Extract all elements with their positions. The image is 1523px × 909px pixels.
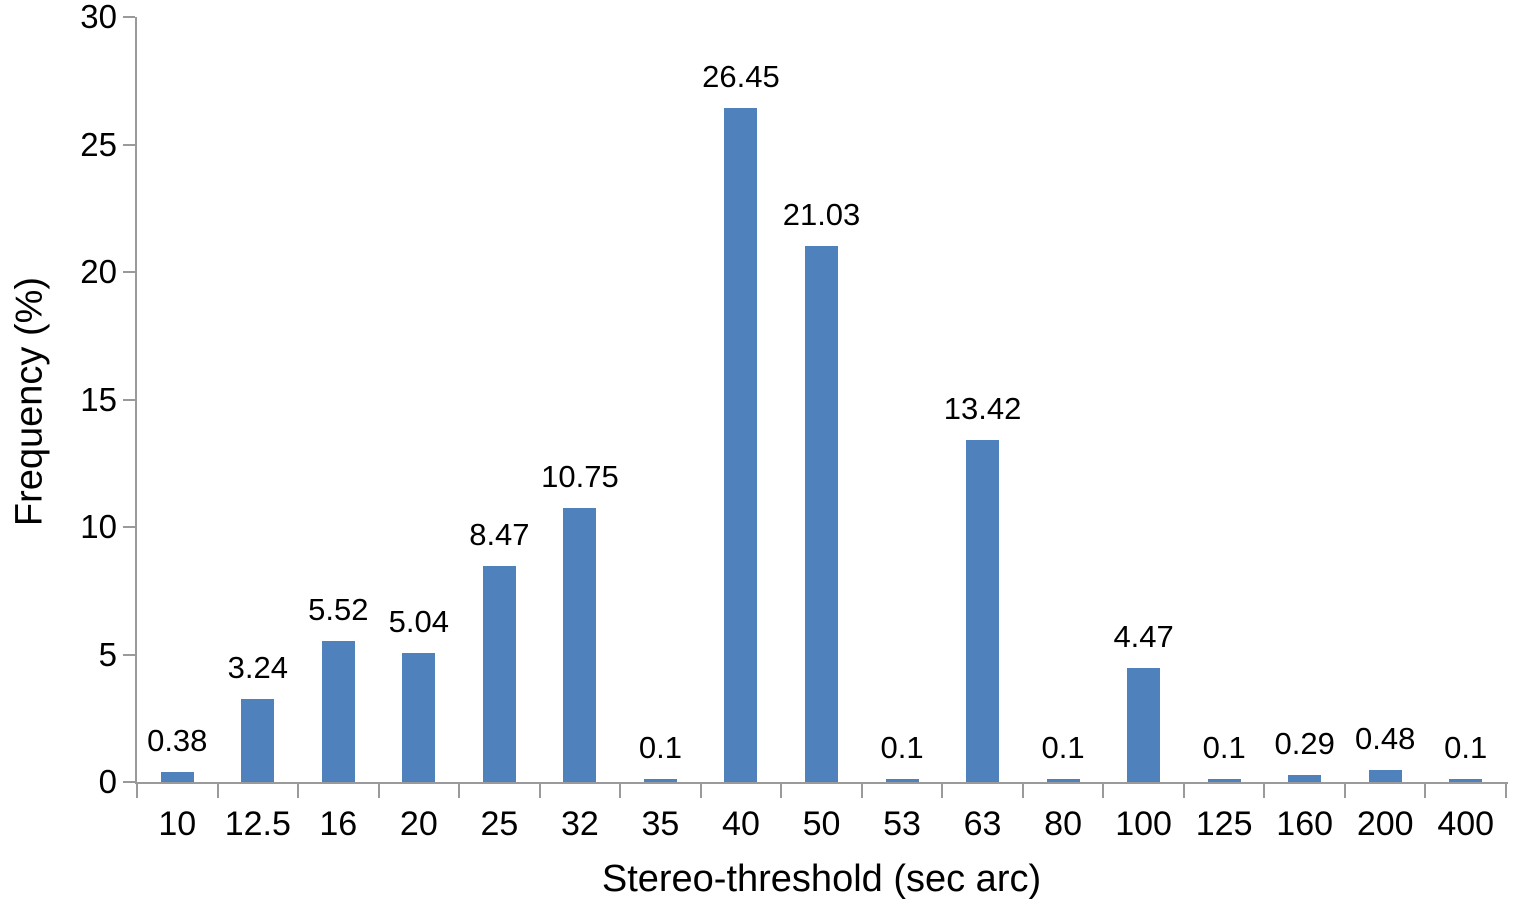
x-axis-tick-label: 80 (1044, 805, 1082, 843)
bar-value-label: 26.45 (702, 58, 780, 94)
x-axis-tick-label: 50 (802, 805, 841, 843)
y-axis-tick-label: 30 (80, 0, 117, 35)
y-axis-tick (123, 143, 135, 146)
bar-value-label: 3.24 (227, 650, 288, 686)
bar (966, 439, 1000, 782)
y-axis-tick-label: 0 (98, 763, 117, 800)
y-axis-tick (123, 398, 135, 401)
y-axis-tick (123, 781, 135, 783)
y-axis-tick-label: 20 (80, 253, 117, 290)
y-axis-tick-label: 5 (98, 635, 117, 673)
y-axis-line (135, 17, 137, 784)
x-axis-tick-label: 125 (1195, 805, 1253, 843)
x-axis-tick (619, 784, 622, 798)
x-axis-tick (1182, 784, 1185, 798)
bar (643, 779, 677, 782)
x-axis-tick-label: 100 (1115, 805, 1172, 843)
x-axis-tick (1505, 784, 1507, 798)
y-axis-tick-label: 15 (80, 380, 117, 418)
bar-value-label: 21.03 (782, 196, 861, 232)
x-axis-title: Stereo-threshold (sec arc) (601, 858, 1042, 900)
bar-value-label: 0.48 (1355, 720, 1416, 756)
x-axis-tick-label: 10 (158, 805, 197, 843)
bar-value-label: 13.42 (943, 390, 1022, 426)
x-axis-tick-label: 35 (641, 805, 680, 843)
bar (402, 653, 436, 782)
bar-value-label: 5.04 (388, 604, 450, 640)
bar-value-label: 0.29 (1274, 725, 1335, 761)
bar (1046, 779, 1080, 782)
x-axis-tick-label: 40 (722, 805, 760, 843)
bar (1127, 668, 1161, 782)
x-axis-tick-label: 32 (560, 805, 599, 843)
x-axis-tick-label: 25 (480, 805, 519, 843)
x-axis-tick (860, 784, 863, 798)
bar-value-label: 4.47 (1113, 619, 1174, 654)
x-axis-tick (216, 784, 219, 798)
x-axis-tick (136, 784, 138, 798)
y-axis-tick (123, 653, 135, 656)
bar (563, 507, 597, 782)
y-axis-tick-label: 10 (80, 508, 117, 545)
y-axis-tick (123, 526, 135, 528)
bar-value-label: 0.1 (638, 730, 682, 766)
bar (1207, 779, 1241, 782)
bar-value-label: 10.75 (541, 458, 619, 494)
bar-value-label: 8.47 (469, 517, 530, 552)
x-axis-tick (458, 784, 461, 798)
bar-value-label: 0.1 (1202, 730, 1246, 766)
x-axis-tick-label: 16 (319, 805, 358, 843)
x-axis-tick-label: 400 (1437, 805, 1495, 843)
bar (724, 107, 758, 782)
x-axis-tick-label: 160 (1276, 805, 1334, 843)
y-axis-tick-label: 25 (80, 125, 117, 163)
bar-value-label: 5.52 (308, 592, 369, 628)
x-axis-tick (377, 784, 380, 798)
x-axis-line (135, 782, 1508, 784)
bar (1288, 774, 1322, 782)
bar-value-label: 0.1 (1444, 730, 1488, 766)
y-axis-tick (123, 271, 135, 273)
x-axis-tick (297, 784, 300, 798)
y-axis-tick (123, 16, 135, 18)
bar (160, 772, 194, 782)
x-axis-tick-label: 12.5 (224, 805, 291, 843)
bar (1449, 779, 1483, 782)
x-axis-tick (699, 784, 702, 798)
bar-value-label: 0.1 (880, 730, 924, 766)
bar (885, 779, 919, 782)
x-axis-tick (1263, 784, 1266, 798)
bar-value-label: 0.1 (1041, 730, 1085, 766)
x-axis-tick-label: 200 (1356, 805, 1414, 843)
bar (805, 245, 838, 782)
x-axis-tick-label: 53 (883, 805, 921, 843)
x-axis-tick (941, 784, 944, 798)
bar (1368, 769, 1402, 782)
x-axis-tick-label: 20 (399, 805, 438, 843)
x-axis-tick (1343, 784, 1346, 798)
x-axis-tick-label: 63 (963, 805, 1002, 843)
x-axis-tick (538, 784, 541, 798)
x-axis-tick (780, 784, 783, 798)
x-axis-tick (1021, 784, 1024, 798)
bar (241, 699, 275, 782)
bar-value-label: 0.38 (147, 723, 208, 759)
bar (321, 641, 355, 782)
x-axis-tick (1424, 784, 1427, 798)
x-axis-tick (1102, 784, 1105, 798)
bar (482, 566, 516, 782)
